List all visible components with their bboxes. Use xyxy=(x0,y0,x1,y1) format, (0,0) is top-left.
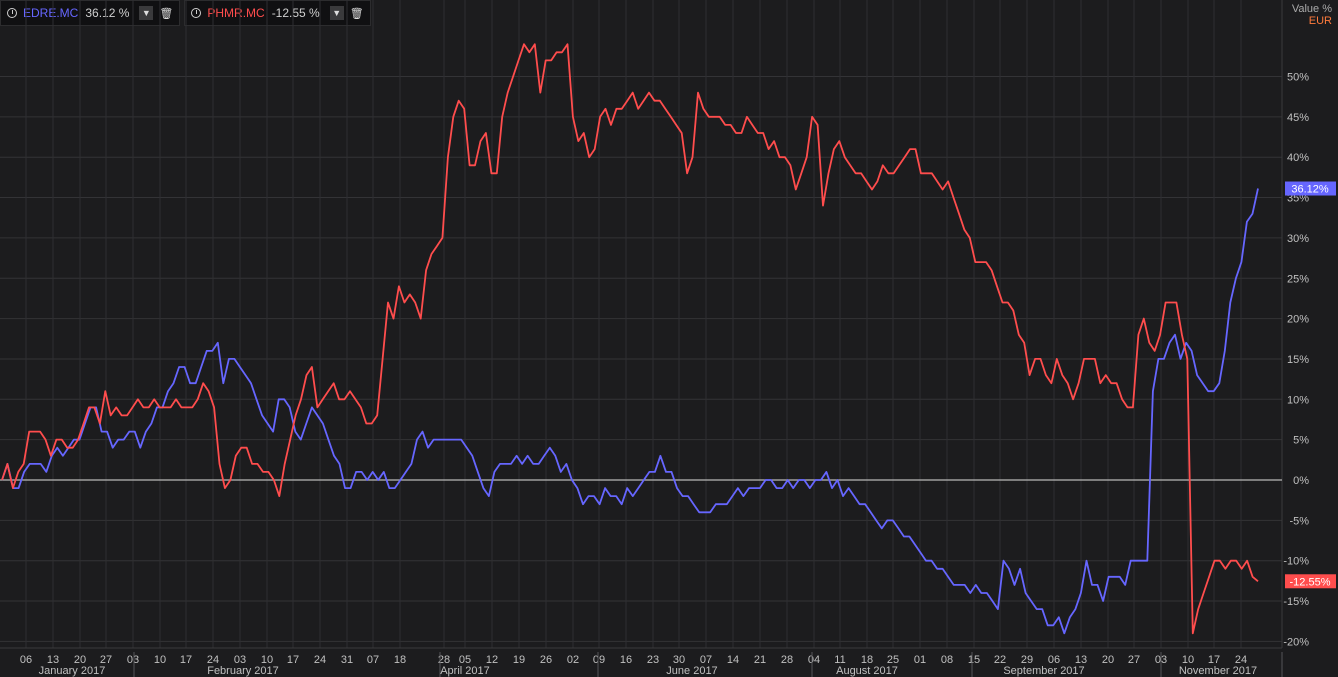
y-tick-label: 50% xyxy=(1287,72,1309,84)
month-label: April 2017 xyxy=(440,665,490,677)
x-tick-label: 17 xyxy=(1208,654,1220,666)
x-tick-label: 18 xyxy=(394,654,406,666)
x-tick-label: 27 xyxy=(1128,654,1140,666)
x-tick-label: 24 xyxy=(314,654,326,666)
last-value-label: 36.12% xyxy=(1291,184,1329,196)
x-tick-label: 06 xyxy=(1048,654,1060,666)
x-tick-label: 31 xyxy=(341,654,353,666)
x-tick-label: 28 xyxy=(438,654,450,666)
y-tick-label: -20% xyxy=(1283,636,1309,648)
x-tick-label: 20 xyxy=(74,654,86,666)
x-tick-label: 24 xyxy=(1235,654,1247,666)
currency-label: EUR xyxy=(1308,15,1332,27)
series-lines xyxy=(1,43,1259,635)
chart-grid xyxy=(0,0,1283,648)
y-tick-label: 45% xyxy=(1287,112,1309,124)
month-label: February 2017 xyxy=(207,665,279,677)
series-change: -12.55 % xyxy=(271,6,320,20)
x-tick-label: 03 xyxy=(234,654,246,666)
x-tick-label: 07 xyxy=(700,654,712,666)
legend-item-edre[interactable]: EDRE.MC 36.12 % ▼ 🗑 xyxy=(0,0,181,26)
month-label: August 2017 xyxy=(836,665,898,677)
x-tick-label: 07 xyxy=(367,654,379,666)
y-tick-label: 40% xyxy=(1287,152,1309,164)
x-tick-label: 17 xyxy=(287,654,299,666)
legend-item-phmr[interactable]: PHMR.MC -12.55 % ▼ 🗑 xyxy=(184,0,371,26)
clock-icon xyxy=(191,8,202,18)
series-change: 36.12 % xyxy=(85,6,130,20)
x-tick-label: 23 xyxy=(647,654,659,666)
x-tick-label: 29 xyxy=(1021,654,1033,666)
x-tick-label: 14 xyxy=(727,654,739,666)
x-tick-label: 10 xyxy=(154,654,166,666)
x-tick-label: 15 xyxy=(968,654,980,666)
x-tick-label: 10 xyxy=(1182,654,1194,666)
x-tick-label: 21 xyxy=(754,654,766,666)
x-tick-label: 16 xyxy=(620,654,632,666)
x-tick-label: 30 xyxy=(673,654,685,666)
x-tick-label: 20 xyxy=(1102,654,1114,666)
y-tick-label: -10% xyxy=(1283,556,1309,568)
last-value-tag xyxy=(1285,574,1336,589)
x-tick-label: 05 xyxy=(459,654,471,666)
y-tick-label: -5% xyxy=(1289,515,1309,527)
y-tick-label: 0% xyxy=(1293,475,1309,487)
last-value-tag xyxy=(1285,181,1336,196)
y-tick-label: 5% xyxy=(1293,435,1309,447)
x-tick-label: 09 xyxy=(593,654,605,666)
x-tick-label: 01 xyxy=(914,654,926,666)
x-tick-label: 24 xyxy=(207,654,219,666)
series-symbol[interactable]: PHMR.MC xyxy=(207,6,265,20)
y-tick-label: 20% xyxy=(1287,314,1309,326)
x-tick-label: 25 xyxy=(887,654,899,666)
month-label: November 2017 xyxy=(1179,665,1257,677)
series-symbol[interactable]: EDRE.MC xyxy=(23,6,79,20)
y-tick-label: 30% xyxy=(1287,233,1309,245)
clock-icon xyxy=(7,8,17,18)
chevron-down-icon[interactable]: ▼ xyxy=(329,6,344,20)
x-tick-label: 27 xyxy=(100,654,112,666)
y-tick-label: -15% xyxy=(1283,596,1309,608)
x-tick-label: 08 xyxy=(941,654,953,666)
series-line-edre-mc xyxy=(1,188,1259,635)
month-label: January 2017 xyxy=(39,665,106,677)
x-tick-label: 04 xyxy=(808,654,820,666)
x-tick-label: 13 xyxy=(1075,654,1087,666)
month-label: June 2017 xyxy=(666,665,717,677)
x-tick-label: 02 xyxy=(567,654,579,666)
trash-icon[interactable]: 🗑 xyxy=(159,7,174,20)
last-value-tags: 36.12% -12.55% xyxy=(1285,181,1336,589)
last-value-label: -12.55% xyxy=(1290,576,1331,588)
chevron-down-icon[interactable]: ▼ xyxy=(139,6,154,20)
y-tick-label: 25% xyxy=(1287,273,1309,285)
x-tick-label: 12 xyxy=(486,654,498,666)
x-tick-label: 03 xyxy=(127,654,139,666)
x-tick-label: 13 xyxy=(47,654,59,666)
x-tick-label: 18 xyxy=(861,654,873,666)
x-tick-label: 19 xyxy=(513,654,525,666)
x-tick-label: 28 xyxy=(781,654,793,666)
x-tick-label: 17 xyxy=(180,654,192,666)
y-tick-label: 10% xyxy=(1287,394,1309,406)
x-tick-label: 26 xyxy=(540,654,552,666)
series-line-phmr-mc xyxy=(1,43,1259,635)
x-tick-label: 11 xyxy=(834,654,845,666)
trash-icon[interactable]: 🗑 xyxy=(349,7,364,20)
legend-bar: EDRE.MC 36.12 % ▼ 🗑 PHMR.MC -12.55 % ▼ 🗑 xyxy=(0,0,375,26)
y-tick-label: 15% xyxy=(1287,354,1309,366)
y-tick-label: 35% xyxy=(1287,193,1309,205)
y-axis: 50% 45% 40% 35% 30% 25% 20% 15% 10% 5% 0% -5% -10% -1… xyxy=(1283,72,1309,649)
x-tick-label: 06 xyxy=(20,654,32,666)
value-axis-title: Value % xyxy=(1291,3,1332,15)
x-tick-label: 10 xyxy=(261,654,273,666)
x-tick-label: 22 xyxy=(994,654,1006,666)
month-label: September 2017 xyxy=(1003,665,1084,677)
x-axis: 06 13 20 27 03 10 17 24 03 10 17 24 31 07 18 28 05 12 19 26… xyxy=(0,647,1283,677)
